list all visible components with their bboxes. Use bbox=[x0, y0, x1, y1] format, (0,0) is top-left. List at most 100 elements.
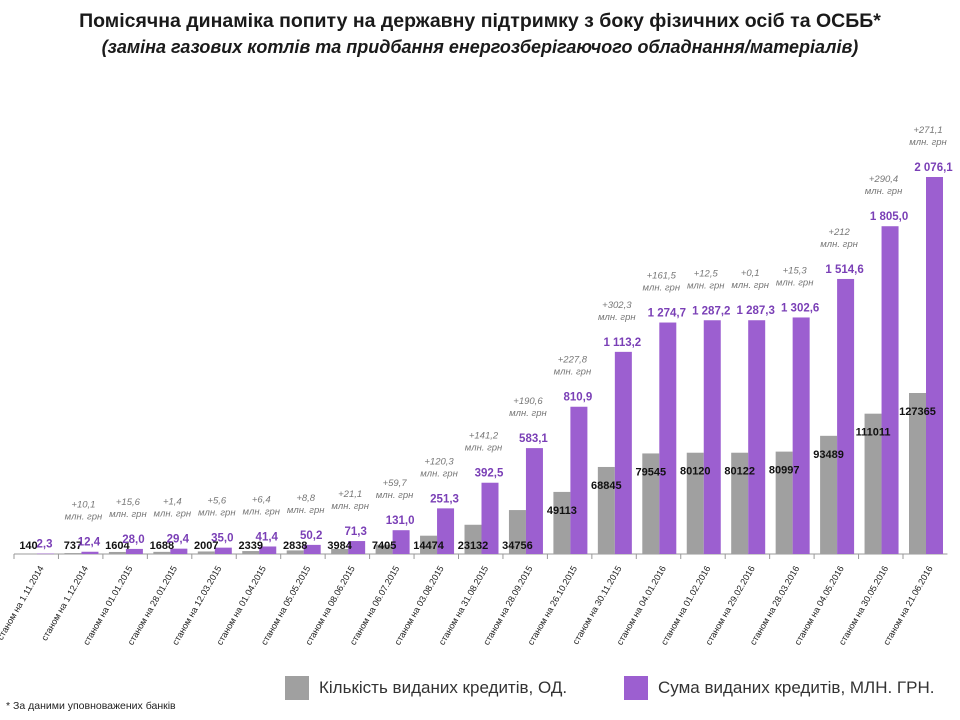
footnote: * За даними уповноважених банків bbox=[6, 700, 176, 712]
count-label: 80120 bbox=[680, 466, 711, 478]
sum-label: 1 113,2 bbox=[603, 337, 641, 349]
increment-value: +59,7 bbox=[383, 478, 408, 489]
category-label: станом на 08.06.2015 bbox=[303, 564, 357, 647]
category-label: станом на 01.02.2016 bbox=[659, 564, 713, 647]
category-label: станом на 01.04.2015 bbox=[214, 564, 268, 647]
bar-count bbox=[820, 435, 838, 554]
chart-title-block: Помісячна динаміка попиту на державну пі… bbox=[0, 8, 960, 60]
sum-label: 810,9 bbox=[564, 392, 593, 404]
category-label: станом на 12.03.2015 bbox=[170, 564, 224, 647]
bar-count bbox=[597, 466, 615, 554]
category-label: станом на 1.12.2014 bbox=[39, 564, 90, 642]
increment-value: +1,4 bbox=[163, 497, 182, 508]
increment-value: +141,2 bbox=[469, 431, 499, 442]
bar-count bbox=[642, 453, 660, 554]
bar-count bbox=[508, 510, 526, 554]
increment-unit: млн. грн bbox=[865, 186, 903, 197]
count-label: 140 bbox=[19, 540, 37, 552]
sum-label: 1 287,2 bbox=[692, 305, 730, 317]
bar-sum bbox=[525, 448, 543, 554]
increment-unit: млн. грн bbox=[331, 501, 369, 512]
chart-title: Помісячна динаміка попиту на державну пі… bbox=[79, 10, 881, 32]
increment-value: +161,5 bbox=[647, 271, 677, 282]
bar-sum bbox=[703, 320, 721, 554]
increment-value: +290,4 bbox=[869, 174, 898, 185]
bar-count bbox=[464, 524, 482, 554]
increment-unit: млн. грн bbox=[465, 443, 503, 454]
legend-count: Кількість виданих кредитів, ОД. bbox=[285, 674, 567, 702]
count-label: 14474 bbox=[413, 540, 444, 552]
legend-sum-label: Сума виданих кредитів, МЛН. ГРН. bbox=[658, 678, 935, 697]
legend-count-label: Кількість виданих кредитів, ОД. bbox=[319, 678, 568, 697]
category-label: станом на 28.01.2015 bbox=[126, 564, 180, 647]
sum-label: 392,5 bbox=[475, 468, 504, 480]
increment-unit: млн. грн bbox=[820, 239, 858, 250]
sum-label: 2 076,1 bbox=[914, 162, 953, 174]
increment-unit: млн. грн bbox=[554, 367, 592, 378]
count-label: 127365 bbox=[899, 406, 936, 418]
bar-sum bbox=[392, 530, 410, 554]
bar-sum bbox=[348, 541, 366, 554]
sum-label: 1 302,6 bbox=[781, 302, 819, 314]
count-label: 7405 bbox=[372, 540, 396, 552]
legend-sum-swatch bbox=[624, 676, 648, 700]
chart-subtitle: (заміна газових котлів та придбання енер… bbox=[101, 37, 859, 57]
bar-sum bbox=[881, 226, 899, 554]
category-label: станом на 26.10.2015 bbox=[526, 564, 580, 647]
increment-value: +0,1 bbox=[741, 268, 760, 279]
bar-count bbox=[686, 452, 704, 554]
bar-count bbox=[775, 451, 793, 554]
increment-value: +302,3 bbox=[602, 300, 632, 311]
bar-sum bbox=[170, 548, 188, 554]
count-label: 80122 bbox=[724, 466, 755, 478]
increment-unit: млн. грн bbox=[643, 283, 681, 294]
bar-count bbox=[420, 535, 438, 554]
category-label: станом на 03.08.2015 bbox=[392, 564, 446, 647]
bar-sum bbox=[926, 177, 943, 554]
bar-sum bbox=[214, 547, 232, 554]
legend-sum: Сума виданих кредитів, МЛН. ГРН. bbox=[624, 674, 934, 702]
count-label: 93489 bbox=[813, 449, 844, 461]
increment-unit: млн. грн bbox=[687, 280, 725, 291]
count-label: 737 bbox=[64, 540, 82, 552]
bar-sum bbox=[659, 322, 677, 554]
category-label: станом на 28.09.2015 bbox=[481, 564, 535, 647]
category-label: станом на 28.03.2016 bbox=[748, 564, 802, 647]
count-label: 1604 bbox=[105, 540, 130, 552]
count-label: 2339 bbox=[239, 540, 263, 552]
increment-value: +12,5 bbox=[694, 268, 719, 279]
category-label: станом на 21.06.2016 bbox=[881, 564, 935, 647]
count-label: 1688 bbox=[150, 540, 174, 552]
bar-sum bbox=[614, 351, 632, 554]
increment-value: +271,1 bbox=[913, 125, 942, 136]
category-label: станом на 04.05.2016 bbox=[792, 564, 846, 647]
sum-label: 1 287,3 bbox=[737, 305, 775, 317]
bar-count bbox=[64, 553, 82, 554]
count-label: 23132 bbox=[458, 540, 489, 552]
category-label: станом на 29.02.2016 bbox=[703, 564, 757, 647]
bar-sum bbox=[570, 406, 588, 554]
sum-label: 12,4 bbox=[78, 537, 101, 549]
category-label: станом на 05.05.2015 bbox=[259, 564, 313, 647]
bar-count bbox=[331, 548, 349, 554]
increment-unit: млн. грн bbox=[509, 408, 547, 419]
bar-count bbox=[197, 551, 215, 554]
increment-unit: млн. грн bbox=[776, 277, 814, 288]
count-label: 79545 bbox=[636, 466, 667, 478]
category-label: станом на 1.11.2014 bbox=[0, 564, 46, 642]
sum-label: 251,3 bbox=[430, 493, 459, 505]
bar-sum bbox=[792, 317, 810, 554]
count-label: 111011 bbox=[856, 427, 891, 439]
increment-value: +120,3 bbox=[424, 456, 454, 467]
bar-count bbox=[153, 551, 171, 554]
increment-value: +190,6 bbox=[513, 396, 543, 407]
bar-sum bbox=[81, 551, 99, 554]
bar-count bbox=[375, 544, 393, 554]
increment-value: +15,3 bbox=[783, 265, 808, 276]
increment-value: +8,8 bbox=[296, 493, 315, 504]
bar-count bbox=[864, 413, 882, 554]
category-label: станом на 04.01.2016 bbox=[615, 564, 669, 647]
bar-sum bbox=[437, 508, 455, 554]
increment-unit: млн. грн bbox=[909, 137, 947, 148]
count-label: 80997 bbox=[769, 465, 800, 477]
